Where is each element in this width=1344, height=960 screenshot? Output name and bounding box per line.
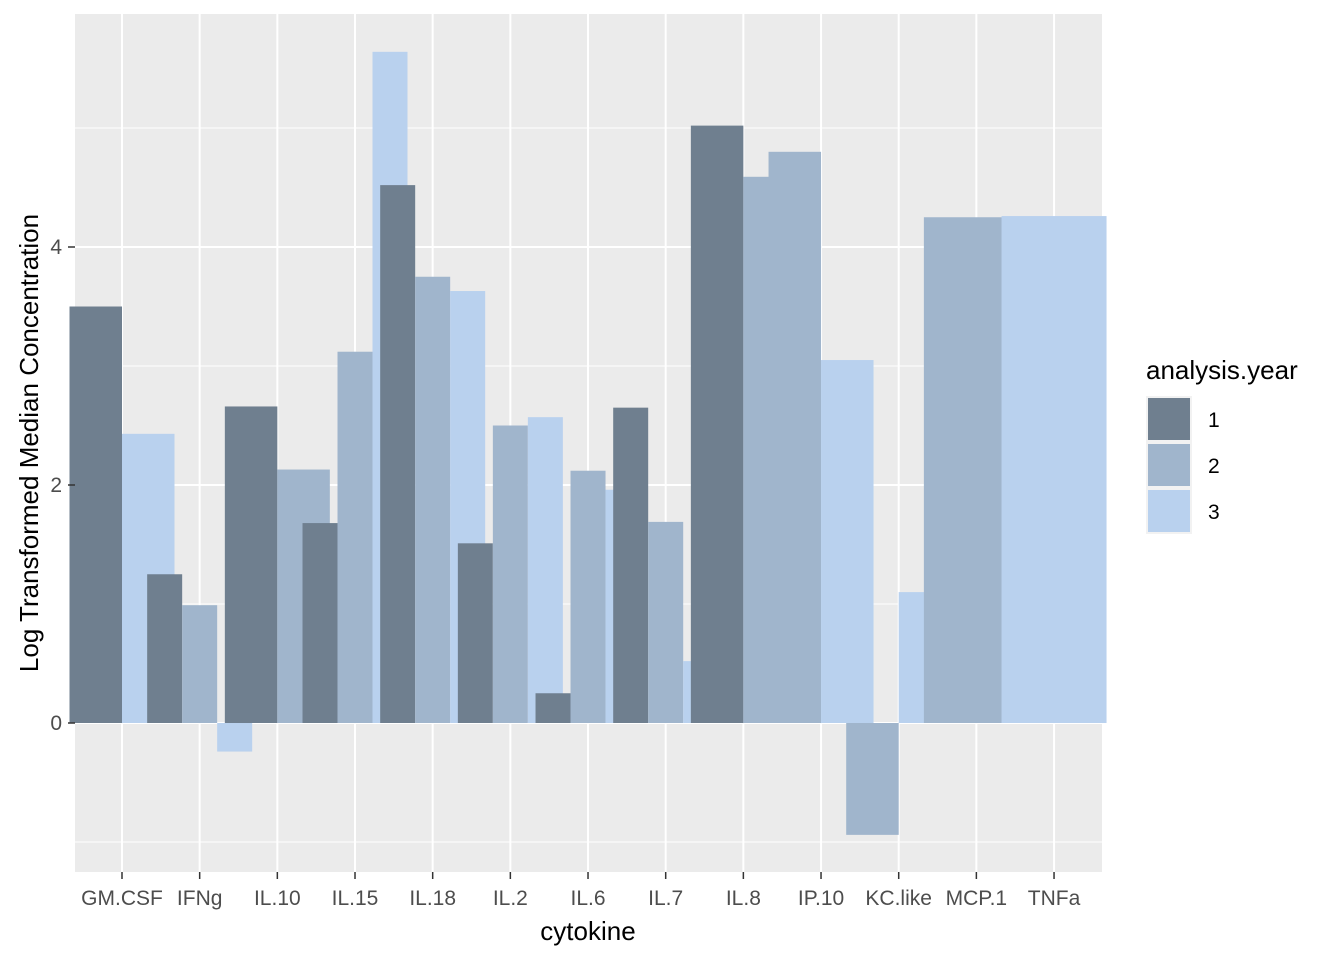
bar-il-2-year-2 [492,425,528,723]
y-tick-label: 2 [50,474,62,497]
bar-tnfa-year-3 [1001,216,1107,723]
legend: analysis.year 1 2 3 [1146,355,1298,534]
bar-gm-csf-year-1 [69,306,122,723]
x-tick-label: IL.7 [648,887,683,910]
legend-key-swatch [1148,398,1190,440]
bar-il-18-year-1 [380,185,416,723]
bars [69,51,1107,835]
x-tick-label: IL.18 [409,887,456,910]
legend-label: 3 [1208,501,1220,524]
x-axis-title: cytokine [540,916,635,946]
y-axis-title: Log Transformed Median Concentration [14,214,44,672]
bar-ip-10-year-2 [768,151,822,724]
legend-key-swatch [1148,490,1190,532]
x-tick-label: IL.10 [254,887,301,910]
bar-il-10-year-1 [224,406,278,723]
bar-il-15-year-1 [302,523,338,723]
bar-il-6-year-2 [570,470,606,723]
bar-ifng-year-1 [147,574,183,723]
x-axis-ticks: GM.CSF IFNg IL.10 IL.15 IL.18 IL.2 IL.6 IL.7 IL.… [81,872,1081,910]
bar-il-2-year-3 [527,417,563,723]
legend-key-swatch [1148,444,1190,486]
x-tick-label: IL.8 [726,887,761,910]
bar-il-6-year-1 [535,693,571,723]
bar-il-2-year-1 [457,543,493,723]
legend-title: analysis.year [1146,355,1298,385]
x-tick-label: IL.15 [332,887,379,910]
bar-il-8-year-1 [690,125,744,724]
x-tick-label: IL.6 [571,887,606,910]
x-tick-label: IFNg [177,887,223,910]
x-tick-label: IP.10 [798,887,844,910]
legend-label: 1 [1208,409,1220,432]
y-tick-label: 0 [50,712,62,735]
x-tick-label: GM.CSF [81,887,163,910]
x-tick-label: IL.2 [493,887,528,910]
bar-ifng-year-3 [217,723,253,752]
bar-il-15-year-2 [337,351,373,723]
x-tick-label: TNFa [1028,887,1081,910]
y-tick-label: 4 [50,236,62,259]
bar-il-7-year-1 [613,407,649,723]
y-axis-ticks: 0 2 4 [50,236,75,735]
bar-ifng-year-2 [182,605,218,723]
bar-il-18-year-2 [415,276,451,723]
x-tick-label: KC.like [865,887,932,910]
bar-kc-like-year-2 [846,723,899,835]
bar-ip-10-year-3 [821,360,874,723]
legend-label: 2 [1208,455,1220,478]
x-tick-label: MCP.1 [946,887,1007,910]
bar-il-7-year-2 [648,521,684,723]
